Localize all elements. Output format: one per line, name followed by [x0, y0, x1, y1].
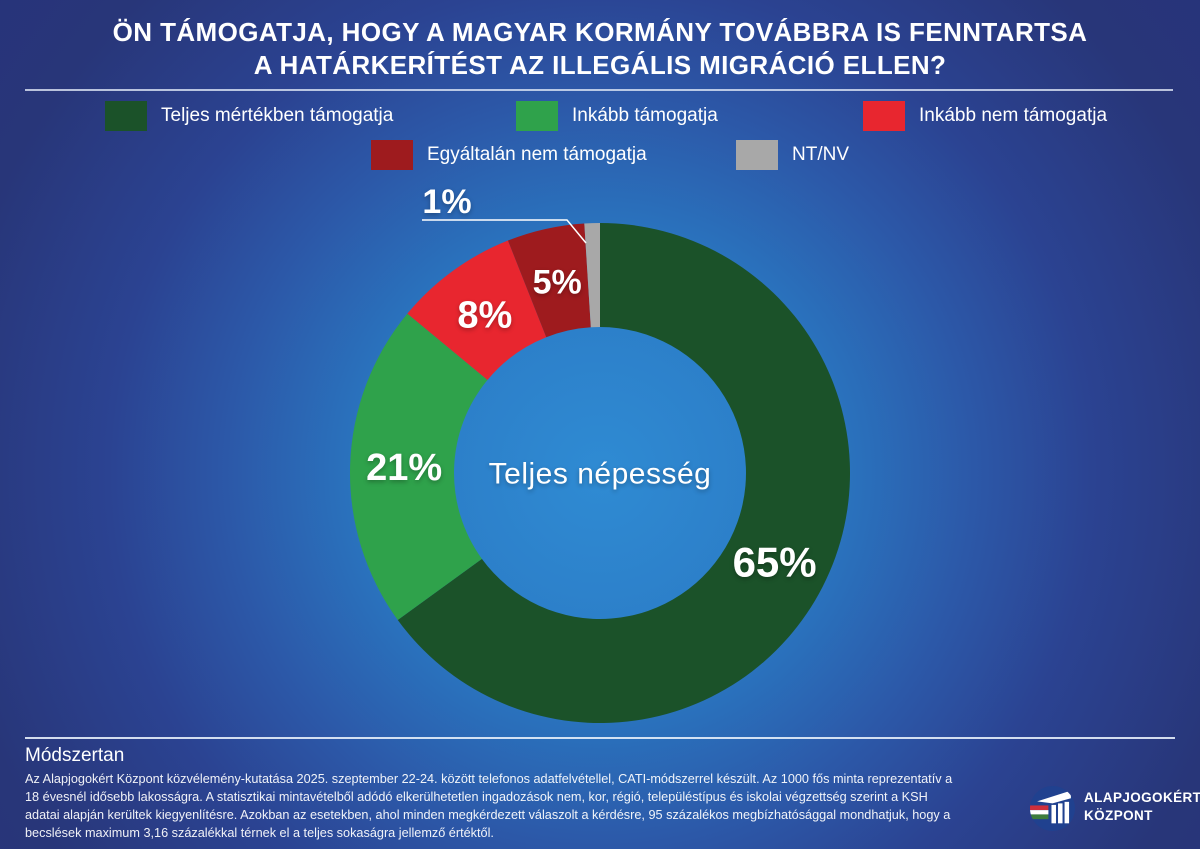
legend-swatch-gray: [736, 140, 778, 170]
methodology-text: Az Alapjogokért Központ közvélemény-kuta…: [25, 772, 953, 841]
legend-swatch-dark-green: [105, 101, 147, 131]
legend-label: Inkább nem támogatja: [919, 105, 1108, 126]
slice-label-0: 65%: [733, 539, 817, 586]
logo-wordmark: ALAPJOGOKÉRT KÖZPONT: [1084, 789, 1200, 824]
legend-label: Teljes mértékben támogatja: [161, 105, 394, 126]
legend-label: Egyáltalán nem támogatja: [427, 144, 647, 165]
page-title: ÖN TÁMOGATJA, HOGY A MAGYAR KORMÁNY TOVÁ…: [0, 16, 1200, 83]
slice-label-1: 21%: [366, 447, 442, 489]
org-logo: ALAPJOGOKÉRT KÖZPONT: [1030, 786, 1200, 831]
logo-line-1: ALAPJOGOKÉRT: [1084, 790, 1200, 805]
slice-label-3: 5%: [533, 264, 582, 302]
footer-separator: [25, 737, 1175, 739]
methodology-heading: Módszertan: [25, 745, 125, 766]
donut-slice-0: [397, 223, 851, 723]
donut-slice-1: [349, 313, 488, 620]
legend-swatch-green: [516, 101, 558, 131]
legend-item-ntnv: NT/NV: [736, 140, 849, 170]
title-line-2: A HATÁRKERÍTÉST AZ ILLEGÁLIS MIGRÁCIÓ EL…: [253, 50, 947, 81]
legend-item-inkabb-tamogatja: Inkább támogatja: [516, 101, 718, 131]
legend-item-egyaltalan-nem: Egyáltalán nem támogatja: [371, 140, 647, 170]
alapjogokert-kozpont-logo-icon: [1030, 786, 1075, 831]
legend-swatch-dark-red: [371, 140, 413, 170]
donut-slice-2: [407, 240, 547, 380]
legend-label: Inkább támogatja: [572, 105, 718, 126]
title-separator: [25, 89, 1173, 91]
legend-label: NT/NV: [792, 144, 849, 165]
donut-slice-4: [584, 223, 600, 328]
legend-item-inkabb-nem: Inkább nem támogatja: [863, 101, 1107, 131]
slice-label-2: 8%: [457, 295, 512, 337]
donut-center-label: Teljes népesség: [489, 458, 712, 491]
legend-item-teljes-mertekben: Teljes mértékben támogatja: [105, 101, 393, 131]
slice-label-4: 1%: [422, 183, 471, 221]
logo-line-2: KÖZPONT: [1084, 807, 1153, 823]
legend-swatch-red: [863, 101, 905, 131]
donut-slice-3: [507, 223, 591, 338]
title-line-1: ÖN TÁMOGATJA, HOGY A MAGYAR KORMÁNY TOVÁ…: [112, 17, 1088, 47]
callout-leader-line: [422, 219, 587, 244]
